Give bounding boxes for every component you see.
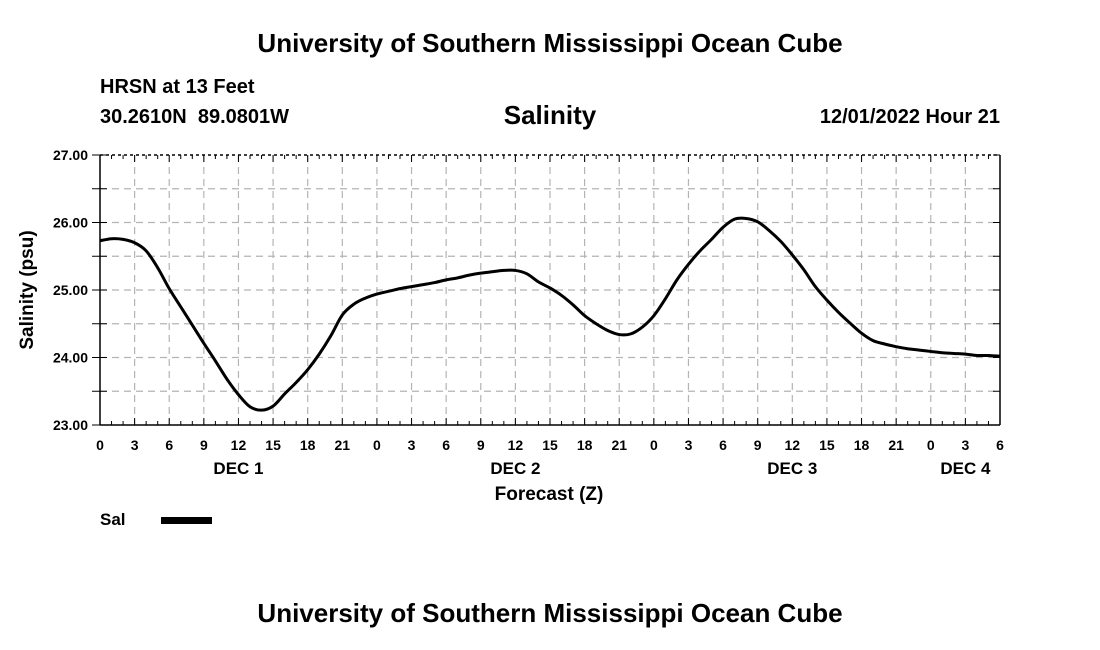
chart-title: Salinity: [503, 100, 597, 130]
x-day-label: DEC 4: [940, 459, 991, 478]
x-tick-label: 21: [611, 437, 627, 453]
x-day-label: DEC 3: [767, 459, 817, 478]
x-tick-label: 15: [542, 437, 558, 453]
x-tick-label: 12: [508, 437, 524, 453]
x-tick-label: 12: [231, 437, 247, 453]
station-coordinates: 30.2610N 89.0801W: [100, 106, 290, 128]
x-day-label: DEC 1: [213, 459, 263, 478]
x-tick-label: 0: [927, 437, 935, 453]
x-tick-label: 6: [719, 437, 727, 453]
x-tick-label: 18: [577, 437, 593, 453]
x-tick-label: 18: [854, 437, 870, 453]
x-tick-label: 9: [200, 437, 208, 453]
legend-line-swatch: [161, 517, 212, 524]
x-tick-label: 6: [996, 437, 1004, 453]
x-tick-label: 21: [335, 437, 351, 453]
x-tick-label: 0: [650, 437, 658, 453]
x-axis-title: Forecast (Z): [495, 484, 604, 505]
x-tick-label: 12: [785, 437, 801, 453]
x-tick-label: 9: [754, 437, 762, 453]
x-tick-label: 3: [408, 437, 416, 453]
y-axis-title: Salinity (psu): [17, 230, 38, 349]
x-tick-label: 0: [373, 437, 381, 453]
x-tick-label: 18: [300, 437, 316, 453]
x-tick-label: 0: [96, 437, 104, 453]
y-tick-label: 24.00: [53, 350, 88, 366]
x-tick-label: 15: [819, 437, 835, 453]
x-tick-label: 6: [165, 437, 173, 453]
x-tick-label: 9: [477, 437, 485, 453]
x-tick-label: 21: [888, 437, 904, 453]
y-tick-label: 27.00: [53, 147, 88, 163]
footer-title: University of Southern Mississippi Ocean…: [257, 598, 843, 628]
x-day-label: DEC 2: [490, 459, 540, 478]
x-tick-label: 15: [265, 437, 281, 453]
x-tick-label: 6: [442, 437, 450, 453]
series-line-sal: [99, 216, 1001, 412]
y-tick-label: 26.00: [53, 215, 88, 231]
station-label: HRSN at 13 Feet: [100, 76, 255, 98]
legend-label: Sal: [100, 510, 126, 529]
x-tick-label: 3: [961, 437, 969, 453]
main-title: University of Southern Mississippi Ocean…: [257, 28, 843, 58]
x-tick-label: 3: [685, 437, 693, 453]
x-tick-label: 3: [131, 437, 139, 453]
y-tick-label: 23.00: [53, 417, 88, 433]
y-tick-label: 25.00: [53, 282, 88, 298]
forecast-timestamp: 12/01/2022 Hour 21: [819, 106, 1000, 128]
